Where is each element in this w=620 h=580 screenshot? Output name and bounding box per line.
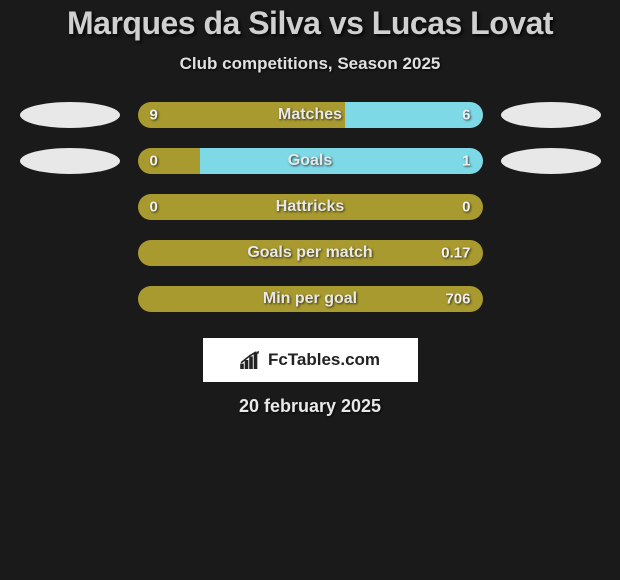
stat-value-left: 0 (150, 153, 158, 170)
stat-value-left: 0 (150, 199, 158, 216)
stat-value-right: 0 (462, 199, 470, 216)
stat-label: Matches (278, 106, 342, 124)
chart-icon (240, 351, 262, 369)
player-right-marker (501, 148, 601, 174)
bar-segment-left (138, 148, 200, 174)
stat-label: Hattricks (276, 198, 344, 216)
stat-bar: Min per goal 706 (138, 286, 483, 312)
player-left-marker (20, 148, 120, 174)
stat-value-right: 1 (462, 153, 470, 170)
stat-row: Goals 0 1 (0, 148, 620, 174)
spacer (501, 240, 601, 266)
date-text: 20 february 2025 (0, 396, 620, 417)
spacer (20, 194, 120, 220)
stat-value-right: 0.17 (441, 245, 470, 262)
stat-rows: Matches 9 6 Goals 0 1 Hattricks 0 0 Goals per mat… (0, 102, 620, 312)
subtitle: Club competitions, Season 2025 (0, 54, 620, 74)
stat-value-right: 706 (445, 291, 470, 308)
player-right-marker (501, 102, 601, 128)
player-left-marker (20, 102, 120, 128)
spacer (20, 286, 120, 312)
stat-row: Hattricks 0 0 (0, 194, 620, 220)
stat-label: Min per goal (263, 290, 357, 308)
stat-bar: Goals per match 0.17 (138, 240, 483, 266)
stat-label: Goals (288, 152, 332, 170)
stat-value-left: 9 (150, 107, 158, 124)
stat-row: Matches 9 6 (0, 102, 620, 128)
brand-text: FcTables.com (268, 350, 380, 370)
branding-badge: FcTables.com (203, 338, 418, 382)
comparison-infographic: Marques da Silva vs Lucas Lovat Club com… (0, 0, 620, 417)
stat-bar: Matches 9 6 (138, 102, 483, 128)
spacer (501, 194, 601, 220)
spacer (501, 286, 601, 312)
spacer (20, 240, 120, 266)
stat-label: Goals per match (247, 244, 372, 262)
page-title: Marques da Silva vs Lucas Lovat (0, 5, 620, 42)
stat-row: Min per goal 706 (0, 286, 620, 312)
stat-bar: Goals 0 1 (138, 148, 483, 174)
bar-segment-right (200, 148, 483, 174)
stat-row: Goals per match 0.17 (0, 240, 620, 266)
stat-value-right: 6 (462, 107, 470, 124)
stat-bar: Hattricks 0 0 (138, 194, 483, 220)
